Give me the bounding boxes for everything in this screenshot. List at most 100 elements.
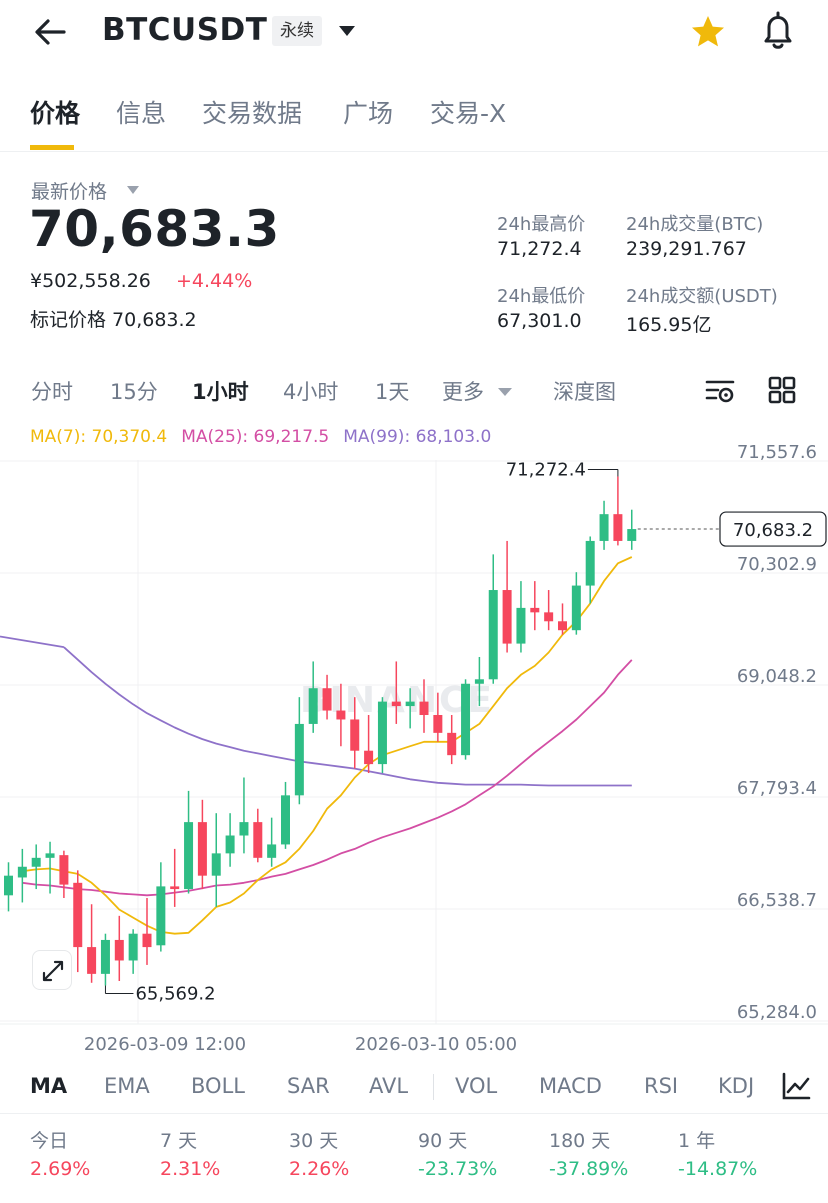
high-price-label: 71,272.4 xyxy=(506,459,586,480)
caret-down-icon[interactable] xyxy=(497,387,513,397)
candle-body xyxy=(350,719,360,751)
top-bar: BTCUSDT 永续 xyxy=(0,0,828,64)
interval-time[interactable]: 分时 xyxy=(31,380,73,404)
last-price: 70,683.3 xyxy=(29,200,280,258)
tab-price[interactable]: 价格 xyxy=(30,99,81,128)
x-tick-label: 2026-03-09 12:00 xyxy=(84,1034,246,1055)
depth-chart-tab[interactable]: 深度图 xyxy=(553,380,616,404)
tab-trading-data[interactable]: 交易数据 xyxy=(202,99,303,128)
ma7-legend: MA(7): 70,370.4 xyxy=(30,427,168,447)
indicator-vol[interactable]: VOL xyxy=(455,1074,498,1098)
symbol-title[interactable]: BTCUSDT xyxy=(102,12,268,48)
low-24h-value: 67,301.0 xyxy=(497,310,582,332)
candle xyxy=(225,813,235,867)
candle-body xyxy=(156,886,166,946)
interval-1h[interactable]: 1小时 xyxy=(192,380,249,404)
candle-body xyxy=(267,844,277,858)
candle-body xyxy=(571,585,581,631)
candle xyxy=(613,476,623,546)
arrow-left-icon xyxy=(35,19,66,45)
indicator-avl[interactable]: AVL xyxy=(369,1074,409,1098)
change-percent: +4.44% xyxy=(176,270,253,292)
indicator-ma[interactable]: MA xyxy=(30,1074,68,1098)
candle xyxy=(544,590,554,631)
indicator-rsi[interactable]: RSI xyxy=(644,1074,679,1098)
bell-icon xyxy=(764,11,792,49)
contract-type-badge: 永续 xyxy=(272,16,322,46)
indicator-boll[interactable]: BOLL xyxy=(191,1074,245,1098)
candle-body xyxy=(599,514,609,541)
perf-label-7d: 7 天 xyxy=(160,1130,198,1152)
candle-body xyxy=(225,835,235,854)
indicator-divider xyxy=(433,1074,434,1100)
caret-down-icon[interactable] xyxy=(126,185,140,195)
candle-body xyxy=(405,701,415,707)
indicator-macd[interactable]: MACD xyxy=(539,1074,602,1098)
last-price-label[interactable]: 最新价格 xyxy=(31,181,108,203)
candle-body xyxy=(59,855,69,885)
current-price-label: 70,683.2 xyxy=(733,520,813,541)
candle-body xyxy=(474,679,484,684)
interval-1d[interactable]: 1天 xyxy=(375,380,410,404)
perf-value-180d: -37.89% xyxy=(549,1158,629,1180)
expand-icon xyxy=(42,960,64,982)
tab-trade-x[interactable]: 交易-X xyxy=(430,99,507,128)
candle-body xyxy=(502,590,512,644)
chart-settings-button[interactable] xyxy=(704,374,736,406)
candlestick-chart[interactable]: 71,557.6 70,302.9 69,048.2 67,793.4 66,538.7… xyxy=(0,420,828,1070)
y-tick-label: 66,538.7 xyxy=(737,890,817,911)
candle xyxy=(184,790,194,894)
candle-body xyxy=(184,822,194,890)
alert-button[interactable] xyxy=(758,10,798,52)
layout-grid-button[interactable] xyxy=(766,374,798,406)
indicator-ema[interactable]: EMA xyxy=(104,1074,150,1098)
candle xyxy=(156,862,166,952)
candle xyxy=(59,850,69,898)
candle-body xyxy=(447,732,457,756)
perf-value-30d: 2.26% xyxy=(289,1158,350,1180)
indicator-sar[interactable]: SAR xyxy=(287,1074,330,1098)
candle-body xyxy=(45,853,55,858)
expand-chart-button[interactable] xyxy=(32,950,72,990)
candle-body xyxy=(239,822,249,836)
candle xyxy=(4,862,13,912)
mark-price-value: 70,683.2 xyxy=(112,309,197,331)
candle-body xyxy=(294,723,304,796)
perf-value-7d: 2.31% xyxy=(160,1158,221,1180)
indicator-kdj[interactable]: KDJ xyxy=(718,1074,755,1098)
candle xyxy=(419,679,429,733)
symbol-switch-button[interactable] xyxy=(336,22,358,40)
ma7-line xyxy=(22,556,633,935)
candle xyxy=(281,781,290,849)
candle xyxy=(17,848,27,903)
candle-body xyxy=(197,822,207,876)
perf-label-180d: 180 天 xyxy=(549,1130,611,1152)
chart-canvas[interactable]: 71,557.6 70,302.9 69,048.2 67,793.4 66,538.7… xyxy=(0,420,828,1070)
interval-4h[interactable]: 4小时 xyxy=(283,380,339,404)
perf-value-today: 2.69% xyxy=(30,1158,91,1180)
star-icon xyxy=(692,16,724,47)
candle-body xyxy=(433,715,443,733)
tab-square[interactable]: 广场 xyxy=(343,99,394,128)
favorite-button[interactable] xyxy=(688,12,728,52)
indicator-settings-button[interactable] xyxy=(780,1070,812,1102)
y-tick-label: 69,048.2 xyxy=(737,666,817,687)
candle xyxy=(391,661,401,724)
candle xyxy=(73,870,83,973)
interval-more[interactable]: 更多 xyxy=(442,380,484,404)
main-tabs: 价格 信息 交易数据 广场 交易-X xyxy=(0,82,828,152)
candle xyxy=(405,688,415,729)
candle-body xyxy=(419,701,429,716)
candle-body xyxy=(391,701,401,707)
interval-15m[interactable]: 15分 xyxy=(110,380,158,404)
candle-body xyxy=(114,939,124,961)
high-24h-label: 24h最高价 xyxy=(497,214,586,235)
back-button[interactable] xyxy=(30,14,70,50)
candle xyxy=(558,603,567,635)
candle xyxy=(447,715,457,765)
candle xyxy=(474,656,484,707)
price-summary: 最新价格 70,683.3 ¥502,558.26 +4.44% 标记价格 70,… xyxy=(0,160,828,350)
tab-info[interactable]: 信息 xyxy=(116,99,167,128)
interval-selector: 分时 15分 1小时 4小时 1天 更多 深度图 xyxy=(0,366,828,414)
candle xyxy=(502,540,512,653)
